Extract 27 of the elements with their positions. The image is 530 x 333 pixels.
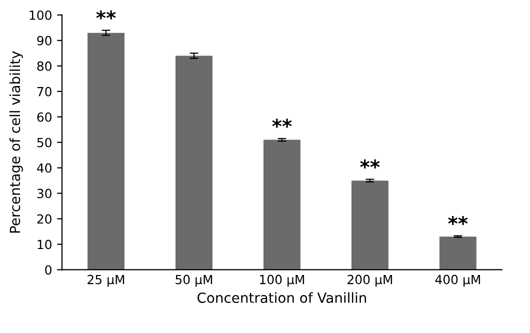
bar	[176, 56, 212, 270]
y-tick-label: 0	[45, 265, 52, 275]
y-tick-label: 60	[37, 112, 52, 122]
annotation: **	[360, 159, 380, 168]
x-tick-label: 25 µM	[88, 274, 124, 287]
y-tick-label: 100	[30, 10, 52, 20]
y-tick-label: 50	[37, 138, 52, 148]
y-tick-label: 10	[38, 240, 52, 250]
y-tick-label: 40	[36, 163, 52, 173]
y-tick-label: 80	[37, 61, 52, 71]
y-axis-title: Percentage of cell viability	[9, 51, 23, 233]
annotation: **	[448, 216, 468, 226]
x-tick-label: 400 µM	[435, 274, 480, 287]
bar	[439, 236, 476, 270]
bar	[263, 140, 300, 270]
bar	[351, 180, 388, 270]
x-tick-label: 50 µM	[176, 274, 212, 287]
annotation: **	[272, 118, 292, 128]
annotation: **	[96, 10, 116, 20]
y-tick-label: 20	[37, 214, 52, 224]
bar	[88, 32, 124, 270]
x-tick-label: 200 µM	[348, 274, 392, 287]
y-tick-label: 90	[37, 36, 52, 46]
x-tick-label: 100 µM	[260, 274, 304, 287]
y-tick-label: 30	[37, 188, 52, 198]
y-tick-label: 70	[37, 86, 52, 96]
x-axis-title: Concentration of Vanillin	[198, 292, 366, 303]
